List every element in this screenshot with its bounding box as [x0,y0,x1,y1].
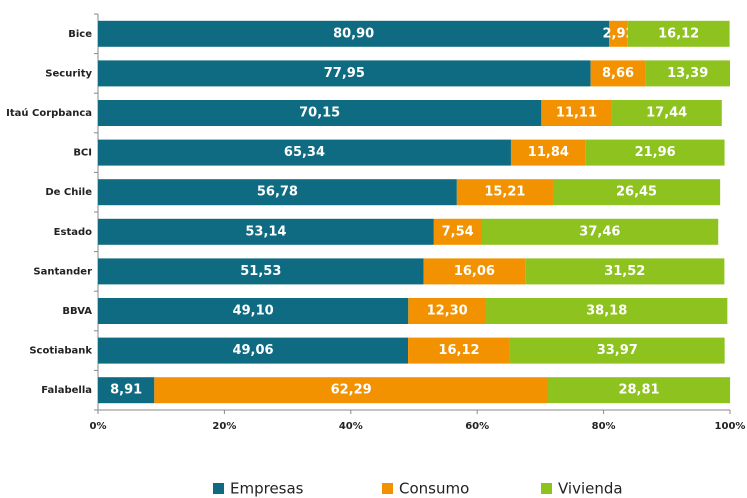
bar-segment [590,60,646,87]
bar-segment [98,139,511,166]
bar-segment [98,179,457,206]
value-label: 7,54 [442,224,474,239]
bar-segment [154,377,548,404]
bar-segment [98,60,591,87]
bar-segment [433,218,482,245]
category-label: Bice [68,29,92,40]
legend-label: Consumo [399,480,469,498]
bar-segment [627,20,730,47]
bar-segment [585,139,725,166]
bar-segment [456,179,553,206]
value-label: 28,81 [618,383,659,398]
bar-segment [423,258,526,285]
value-label: 15,21 [484,185,525,200]
category-label: Itaú Corpbanca [6,107,92,119]
bar-segment [98,377,155,404]
bar-segment [408,337,510,364]
bar-segment [645,60,730,87]
category-label: Scotiabank [29,346,92,357]
value-label: 16,12 [438,343,479,358]
value-label: 17,44 [646,106,687,121]
value-label: 21,96 [635,145,676,160]
legend-label: Empresas [230,480,304,498]
bar-segment [98,298,409,324]
value-label: 16,06 [454,264,495,279]
legend-label: Vivienda [558,480,623,498]
legend-swatch [213,483,224,494]
value-label: 51,53 [240,264,281,279]
value-label: 13,39 [667,66,708,81]
x-tick-label: 80% [592,421,616,432]
value-label: 56,78 [257,185,298,200]
bar-segment [509,337,725,364]
x-tick-label: 20% [212,421,236,432]
value-label: 62,29 [331,383,372,398]
bar-segment [408,298,487,324]
category-label: Falabella [41,385,92,396]
value-label: 53,14 [245,224,286,239]
value-label: 49,10 [233,304,274,319]
x-tick-label: 60% [465,421,489,432]
value-label: 49,06 [232,343,273,358]
bar-segment [541,100,612,126]
bar-segment [611,100,722,126]
value-label: 16,12 [658,26,699,41]
category-label: BBVA [62,306,92,317]
category-label: Santander [33,266,92,277]
value-label: 11,84 [528,145,569,160]
bar-segment [525,258,725,285]
value-label: 8,66 [602,66,634,81]
x-tick-label: 40% [339,421,363,432]
category-label: De Chile [45,187,92,198]
value-label: 33,97 [597,343,638,358]
value-label: 37,46 [579,224,620,239]
value-label: 65,34 [284,145,325,160]
bar-segment [609,20,628,47]
bar-segment [481,218,719,245]
bar-segment [98,20,610,47]
category-label: Estado [54,227,92,238]
bar-segment [547,377,731,404]
x-tick-label: 100% [715,421,746,432]
bar-segment [98,100,542,126]
value-label: 70,15 [299,106,340,121]
bar-segment [98,218,434,245]
x-tick-label: 0% [90,421,107,432]
legend-swatch [382,483,393,494]
category-label: Security [45,68,92,79]
category-label: BCI [73,148,92,159]
value-label: 77,95 [324,66,365,81]
value-label: 2,92 [602,26,634,41]
bar-segment [98,258,424,285]
value-label: 80,90 [333,26,374,41]
value-label: 31,52 [604,264,645,279]
value-label: 8,91 [110,383,142,398]
value-label: 26,45 [616,185,657,200]
value-label: 38,18 [586,304,627,319]
bar-segment [98,337,409,364]
value-label: 11,11 [556,106,597,121]
value-label: 12,30 [427,304,468,319]
bar-segment [552,179,721,206]
bar-segment [486,298,728,324]
bar-segment [510,139,586,166]
legend-swatch [541,483,552,494]
